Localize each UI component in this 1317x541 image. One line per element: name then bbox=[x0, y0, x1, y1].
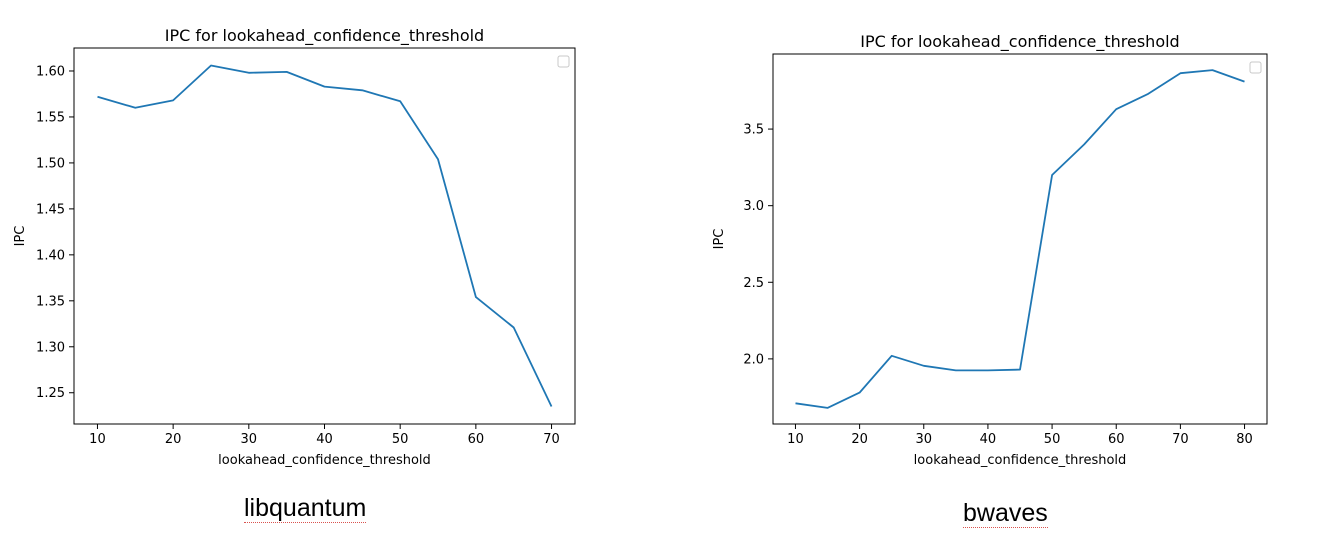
x-tick-label: 60 bbox=[468, 432, 485, 447]
y-tick-label: 2.0 bbox=[743, 352, 764, 367]
x-tick-label: 10 bbox=[89, 432, 106, 447]
chart-title: IPC for lookahead_confidence_threshold bbox=[860, 32, 1179, 52]
caption-bwaves: bwaves bbox=[963, 499, 1048, 528]
x-tick-label: 10 bbox=[787, 432, 804, 447]
legend-box bbox=[557, 55, 570, 68]
y-tick-label: 2.5 bbox=[743, 276, 764, 291]
y-tick-label: 1.60 bbox=[36, 64, 65, 79]
x-tick-label: 20 bbox=[165, 432, 182, 447]
legend-box bbox=[1249, 61, 1262, 74]
y-axis-label: IPC bbox=[13, 226, 28, 247]
series-line bbox=[795, 69, 1245, 409]
y-tick-label: 1.40 bbox=[36, 248, 65, 263]
x-axis-label: lookahead_confidence_threshold bbox=[218, 453, 431, 468]
y-tick-label: 3.0 bbox=[743, 199, 764, 214]
x-tick-label: 60 bbox=[1108, 432, 1125, 447]
caption-libquantum: libquantum bbox=[244, 494, 367, 523]
y-tick-label: 3.5 bbox=[743, 123, 764, 138]
x-tick-label: 50 bbox=[1044, 432, 1061, 447]
y-tick-label: 1.50 bbox=[36, 156, 65, 171]
x-axis-label: lookahead_confidence_threshold bbox=[914, 453, 1127, 468]
series-line bbox=[97, 64, 553, 407]
y-axis-label: IPC bbox=[712, 229, 727, 250]
x-tick-label: 30 bbox=[241, 432, 258, 447]
x-tick-label: 50 bbox=[392, 432, 409, 447]
x-tick-label: 80 bbox=[1236, 432, 1253, 447]
x-tick-label: 70 bbox=[1172, 432, 1189, 447]
libquantum-ipc-chart: IPC for lookahead_confidence_threshold 10… bbox=[13, 26, 576, 468]
x-tick-label: 40 bbox=[980, 432, 997, 447]
y-tick-label: 1.35 bbox=[36, 294, 65, 309]
plot-frame bbox=[772, 53, 1268, 425]
x-tick-label: 30 bbox=[915, 432, 932, 447]
x-tick-label: 40 bbox=[316, 432, 333, 447]
x-tick-label: 70 bbox=[543, 432, 560, 447]
y-tick-label: 1.45 bbox=[36, 202, 65, 217]
x-tick-label: 20 bbox=[851, 432, 868, 447]
bwaves-ipc-chart: IPC for lookahead_confidence_threshold 10… bbox=[712, 32, 1268, 468]
y-tick-label: 1.25 bbox=[36, 386, 65, 401]
y-tick-label: 1.30 bbox=[36, 340, 65, 355]
y-tick-label: 1.55 bbox=[36, 110, 65, 125]
chart-title: IPC for lookahead_confidence_threshold bbox=[165, 26, 484, 46]
